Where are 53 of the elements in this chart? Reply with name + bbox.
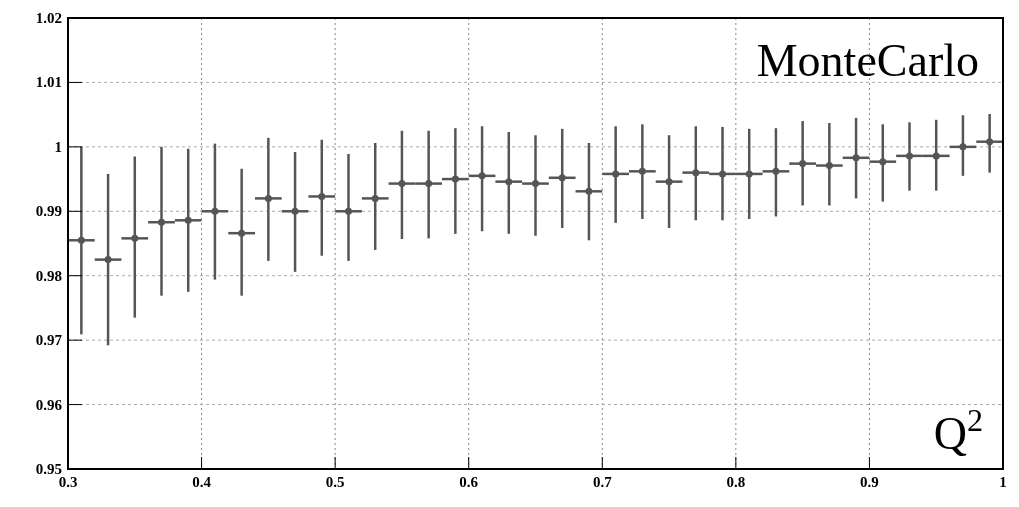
x-axis-title: Q$^{2}$: [933, 402, 983, 459]
point: [211, 207, 219, 215]
point: [959, 143, 967, 151]
point: [451, 175, 459, 183]
point: [532, 180, 539, 188]
point: [425, 180, 433, 188]
x-tick-label: 0.7: [592, 474, 613, 490]
point: [692, 169, 700, 177]
point: [398, 180, 406, 188]
point: [879, 158, 887, 166]
point: [478, 172, 486, 180]
y-tick-label: 1.01: [35, 74, 62, 91]
point: [612, 170, 620, 178]
point: [291, 207, 299, 215]
point: [238, 229, 246, 237]
y-tick-label: 1.02: [35, 10, 62, 26]
point: [986, 138, 994, 146]
point: [906, 152, 913, 160]
x-tick-label: 0.8: [726, 474, 746, 490]
point: [131, 234, 139, 242]
x-tick-label: 0.4: [192, 474, 212, 490]
point: [104, 256, 112, 264]
point: [264, 194, 272, 202]
y-tick-label: 0.98: [35, 267, 62, 284]
point: [799, 160, 807, 168]
point: [184, 216, 192, 224]
y-tick-label: 0.99: [35, 203, 62, 220]
x-tick-label: 0.5: [325, 474, 345, 490]
point: [825, 162, 833, 170]
point: [371, 194, 379, 202]
y-tick-label: 0.97: [35, 332, 63, 349]
point: [719, 170, 726, 178]
point: [585, 187, 593, 195]
y-tick-label: 1: [54, 138, 62, 155]
point: [505, 178, 513, 186]
point: [932, 152, 940, 160]
x-tick-label: 0.6: [459, 474, 479, 490]
point: [558, 174, 566, 182]
point: [745, 170, 753, 178]
point: [638, 167, 646, 175]
point: [318, 192, 326, 200]
annotation: MonteCarlo: [756, 35, 979, 86]
point: [345, 207, 352, 215]
point: [772, 167, 780, 175]
point: [852, 154, 860, 162]
point: [665, 178, 673, 186]
x-tick-label: 1: [999, 474, 1007, 490]
y-tick-label: 0.96: [35, 396, 63, 413]
point: [158, 218, 165, 226]
x-tick-label: 0.9: [860, 474, 879, 490]
x-tick-label: 0.3: [58, 474, 78, 490]
point: [77, 236, 85, 244]
y-tick-label: 0.95: [35, 461, 62, 477]
